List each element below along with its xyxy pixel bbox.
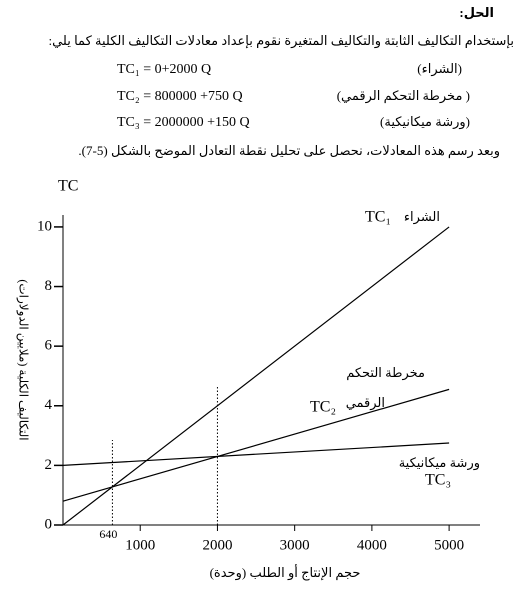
x-tick-label: 4000 (357, 537, 387, 553)
series-label: مخرطة التحكم (346, 365, 425, 381)
x-tick-label: 2000 (202, 537, 232, 553)
reference-label: 640 (99, 527, 117, 541)
paragraph: وبعد رسم هذه المعادلات، نحصل على تحليل ن… (78, 143, 500, 159)
heading: الحل: (459, 5, 494, 20)
y-tick-label: 2 (45, 457, 53, 473)
series-line (62, 442, 450, 466)
series-label: الرقمي (346, 395, 385, 411)
y-tick-label: 6 (45, 338, 53, 354)
x-tick-label: 1000 (125, 537, 155, 553)
y-tick-label: 8 (45, 278, 53, 294)
y-tick-label: 10 (37, 218, 52, 234)
equation: TC₁ = 0+2000 Q (117, 62, 211, 77)
y-tick-label: 4 (45, 397, 53, 413)
y-title: TC (58, 178, 78, 195)
series-name: TC₂ (310, 399, 336, 416)
y-tick-label: 0 (45, 516, 53, 532)
equation: TC₃ = 2000000 +150 Q (117, 115, 250, 130)
series-name: TC₁ (365, 209, 391, 226)
series-label: ورشة ميكانيكية (399, 455, 480, 471)
series-label: الشراء (404, 209, 440, 225)
x-tick-label: 5000 (434, 537, 464, 553)
equation-label: (ورشة ميكانيكية) (380, 114, 470, 130)
y-axis-label: التكاليف الكلية (ملايين الدولارات) (15, 279, 30, 440)
x-axis-label: حجم الإنتاج أو الطلب (وحدة) (210, 564, 361, 581)
x-tick-label: 3000 (280, 537, 310, 553)
equation-label: ( مخرطة التحكم الرقمي) (337, 88, 470, 104)
equation: TC₂ = 800000 +750 Q (117, 89, 243, 104)
series-name: TC₃ (425, 472, 451, 489)
equation-label: (الشراء) (417, 61, 462, 77)
series-line (62, 226, 450, 526)
paragraph: بإستخدام التكاليف الثابتة والتكاليف المت… (48, 33, 514, 49)
series-line (62, 388, 450, 502)
